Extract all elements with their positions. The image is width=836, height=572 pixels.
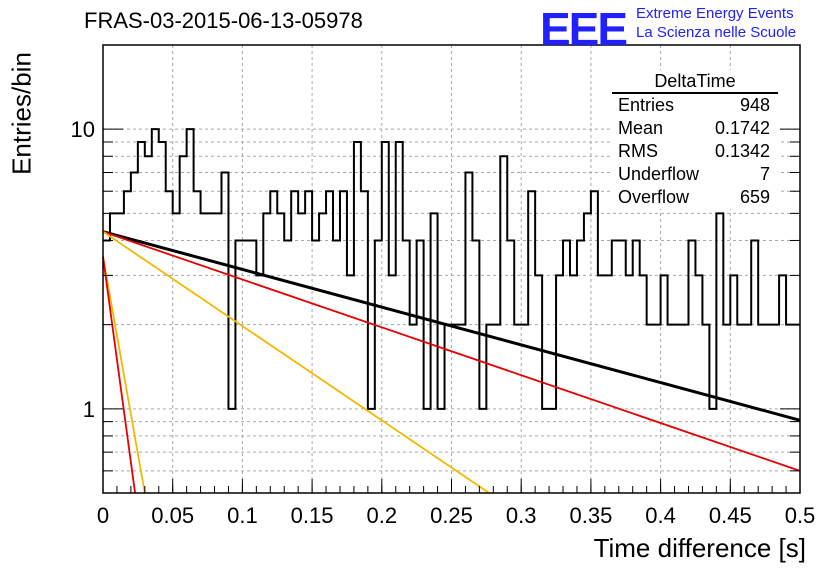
stats-value: 0.1342 <box>714 141 770 161</box>
stats-row: Mean 0.1742 <box>612 117 778 140</box>
axis-ticks <box>102 128 801 493</box>
axis-tick-labels: 0 0.05 0.1 0.15 0.2 0.25 0.3 0.35 0.4 0.45 0.5 1 10 <box>71 117 816 528</box>
x-tick-label: 0.4 <box>645 503 676 528</box>
fit-curve <box>102 230 801 472</box>
fit-curve <box>102 256 136 494</box>
y-axis-label: Entries/bin <box>6 52 37 175</box>
x-axis-label: Time difference [s] <box>593 533 806 563</box>
x-tick-label: 0 <box>97 503 109 528</box>
fit-curve <box>102 230 801 422</box>
histogram-steps <box>103 128 800 410</box>
x-tick-label: 0.35 <box>569 503 612 528</box>
x-tick-label: 0.1 <box>227 503 258 528</box>
stats-label: Mean <box>618 118 664 138</box>
stats-row: Underflow 7 <box>612 163 778 186</box>
stats-row: Entries 948 <box>612 94 778 117</box>
y-tick-label: 1 <box>83 397 95 422</box>
logo-line-1: Extreme Energy Events <box>636 5 794 22</box>
stats-row: RMS 0.1342 <box>612 140 778 163</box>
logo-line-2: La Scienza nelle Scuole <box>636 24 797 41</box>
stats-box-title: DeltaTime <box>612 70 778 94</box>
stats-label: RMS <box>618 141 658 161</box>
stats-label: Overflow <box>618 187 690 207</box>
histogram-line <box>103 128 800 410</box>
fit-curves <box>102 230 801 494</box>
eee-logo: EEE <box>540 3 628 55</box>
x-tick-label: 0.05 <box>151 503 194 528</box>
fit-curve <box>102 256 146 494</box>
stats-value: 659 <box>739 187 770 207</box>
x-tick-label: 0.25 <box>430 503 473 528</box>
fit-curve <box>102 230 490 494</box>
stats-value: 948 <box>739 95 770 115</box>
stats-label: Entries <box>618 95 675 115</box>
x-tick-label: 0.5 <box>785 503 816 528</box>
x-tick-label: 0.45 <box>709 503 752 528</box>
stats-row: Overflow 659 <box>612 186 778 209</box>
stats-box: DeltaTime Entries 948 Mean 0.1742 RMS 0.… <box>612 70 778 209</box>
y-tick-label: 10 <box>71 117 95 142</box>
chart-title: FRAS-03-2015-06-13-05978 <box>84 8 363 33</box>
x-tick-label: 0.15 <box>291 503 334 528</box>
stats-value: 0.1742 <box>714 118 770 138</box>
eee-logo-text: Extreme Energy Events La Scienza nelle S… <box>636 4 796 42</box>
stats-value: 7 <box>759 164 770 184</box>
x-tick-label: 0.2 <box>367 503 398 528</box>
stats-label: Underflow <box>618 164 700 184</box>
x-tick-label: 0.3 <box>506 503 537 528</box>
